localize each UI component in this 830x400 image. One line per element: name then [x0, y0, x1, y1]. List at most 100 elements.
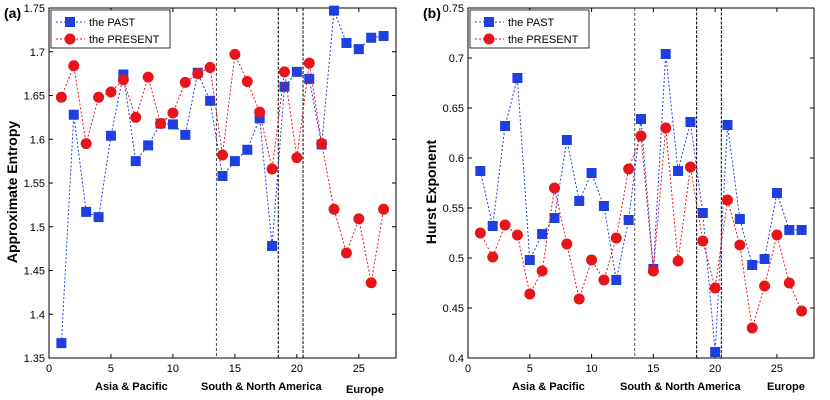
- panel-b-x-tick-label: 25: [771, 363, 783, 375]
- panel-a-present-point: [155, 118, 167, 129]
- panel-b-legend-present-label: the PRESENT: [508, 34, 579, 46]
- panel-a-present-point: [80, 138, 92, 150]
- panel-a-present-point: [68, 60, 80, 72]
- panel-a-past-point: [56, 338, 67, 349]
- panel-b-legend: the PAST the PRESENT: [469, 9, 590, 49]
- panel-b-past-point: [586, 168, 597, 178]
- panel-b-past-point: [500, 121, 511, 131]
- panel-b-present-point: [684, 161, 696, 173]
- panel-b-present-point: [709, 282, 721, 294]
- panel-b-past-point: [475, 166, 486, 176]
- panel-a-present-point: [142, 71, 154, 83]
- panel-a-past-point: [143, 140, 154, 151]
- panel-a-plot-area: [48, 7, 397, 359]
- panel-a-past-point: [341, 38, 352, 48]
- panel-b-legend-past-marker: [484, 17, 494, 27]
- panel-a-past-point: [242, 144, 253, 155]
- panel-b-past-point: [524, 255, 535, 265]
- panel-a-region-asia-pacific: Asia & Pacific: [95, 381, 168, 393]
- panel-b-y-tick-label: 0.65: [443, 103, 464, 115]
- panel-a-past-point: [254, 113, 265, 124]
- panel-a-present-point: [229, 48, 241, 60]
- panel-b-past-point: [487, 221, 498, 231]
- panel-b-present-point: [524, 288, 536, 300]
- panel-b-past-point: [747, 260, 758, 270]
- panel-a-y-tick-label: 1.7: [30, 47, 45, 59]
- panel-a-present-point: [254, 106, 266, 118]
- panel-a: (a) Approximate Entropy 0 5 10 15 20 25 1.35 1.…: [4, 3, 397, 396]
- panel-b-past-point: [784, 225, 795, 235]
- panel-b-past-point: [685, 117, 696, 127]
- panel-a-present-point: [291, 152, 303, 164]
- panel-a-present-point: [217, 149, 228, 161]
- panel-b-past-point: [598, 201, 609, 211]
- panel-a-present-point: [204, 62, 216, 73]
- panel-a-x-tick-label: 15: [229, 363, 241, 375]
- panel-a-x-tick-label: 20: [291, 363, 303, 375]
- panel-a-y-tick-label: 1.35: [24, 353, 45, 365]
- panel-b-present-point: [647, 265, 659, 277]
- panel-a-present-point: [278, 66, 290, 78]
- panel-b-y-tick-label: 0.7: [449, 53, 464, 65]
- panel-a-present-point: [130, 111, 142, 123]
- panel-b-present-point: [487, 251, 499, 263]
- panel-b-past-point: [574, 196, 585, 206]
- panel-a-y-tick-label: 1.5: [30, 222, 45, 234]
- panel-b-past-point: [722, 120, 733, 130]
- panel-b-past-point: [759, 254, 770, 264]
- panel-b-past-point: [710, 347, 721, 357]
- panel-b-y-tick-label: 0.5: [449, 253, 464, 265]
- panel-b-y-tick-label: 0.55: [443, 203, 464, 215]
- panel-a-past-point: [291, 66, 302, 77]
- panel-b: (b) Hurst Exponent 0 5 10 15 20 25 0.4 0.45 0.5 0…: [423, 3, 815, 393]
- panel-b-ylabel: Hurst Exponent: [423, 140, 439, 245]
- panel-a-past-point: [180, 129, 191, 140]
- panel-a-past-point: [81, 206, 92, 217]
- panel-a-present-point: [117, 74, 129, 86]
- panel-b-present-point: [598, 274, 610, 286]
- panel-a-past-point: [217, 171, 228, 181]
- panel-b-past-point: [623, 215, 634, 225]
- panel-b-present-point: [561, 238, 573, 250]
- panel-a-past-point: [353, 44, 364, 55]
- panel-a-past-point: [229, 156, 240, 167]
- panel-a-present-point: [241, 76, 253, 87]
- panel-a-past-point: [267, 241, 278, 251]
- panel-b-past-point: [611, 275, 622, 285]
- panel-b-y-tick-label: 0.6: [449, 153, 464, 165]
- panel-a-present-point: [365, 277, 377, 289]
- panel-b-y-tick-label: 0.75: [443, 3, 464, 15]
- panel-b-region-asia-pacific: Asia & Pacific: [512, 381, 585, 393]
- panel-b-present-point: [796, 305, 808, 317]
- panel-a-legend-present-marker: [64, 33, 76, 45]
- panel-b-past-point: [549, 213, 560, 223]
- panel-b-past-point: [561, 135, 572, 145]
- panel-a-present-point: [105, 86, 117, 98]
- panel-a-present-point: [328, 203, 340, 215]
- panel-b-x-tick-label: 5: [527, 363, 533, 375]
- panel-b-present-point: [660, 122, 672, 134]
- panel-a-present-point: [340, 247, 352, 259]
- panel-a-present-point: [179, 76, 191, 88]
- panel-a-ylabel: Approximate Entropy: [4, 121, 20, 264]
- panel-a-present-point: [167, 107, 179, 119]
- panel-b-x-tick-label: 0: [465, 363, 471, 375]
- panel-a-past-point: [105, 130, 116, 141]
- panel-b-present-point: [511, 229, 523, 241]
- panel-b-present-point: [783, 277, 795, 289]
- panel-a-legend-box: [50, 9, 171, 49]
- panel-b-y-tick-label: 0.4: [449, 353, 464, 365]
- panel-a-past-point: [279, 81, 290, 92]
- panel-b-past-point: [697, 208, 708, 218]
- panel-b-present-point: [610, 232, 622, 244]
- panel-a-past-point: [304, 73, 315, 84]
- panel-a-x-tick-label: 25: [353, 363, 365, 375]
- panel-a-legend-present-label: the PRESENT: [89, 34, 160, 46]
- panel-b-present-point: [474, 227, 486, 239]
- panel-a-y-tick-label: 1.75: [24, 3, 45, 15]
- panel-a-present-point: [353, 213, 365, 225]
- panel-b-region-europe: Europe: [767, 381, 805, 393]
- panel-a-past-point: [68, 109, 79, 120]
- panel-b-present-point: [635, 130, 647, 142]
